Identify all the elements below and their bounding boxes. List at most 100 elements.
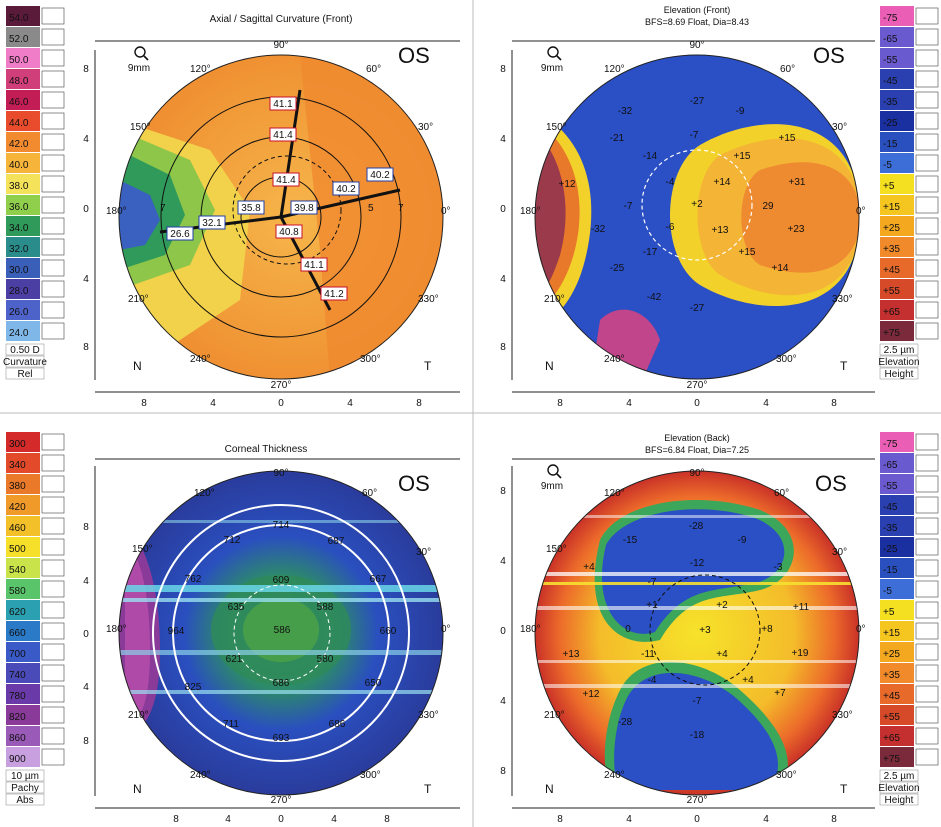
scale-label: -65 <box>883 460 898 471</box>
map-value: +11 <box>793 602 810 613</box>
angle-label: 270° <box>271 380 292 391</box>
scale-swatch <box>880 6 914 26</box>
map-value: +8 <box>761 624 773 635</box>
x-tick: 4 <box>763 814 769 825</box>
map-value: 693 <box>273 733 290 744</box>
value-label: 41.4 <box>273 130 293 141</box>
angle-label: 240° <box>604 770 625 781</box>
map-value: +23 <box>788 224 805 235</box>
scale-swatch <box>6 216 40 236</box>
map-value: -7 <box>690 130 699 141</box>
angle-labels: 90° 60° 30° 0° 330° 300° 270° 240° 210° … <box>520 468 866 806</box>
nasal-label: N <box>133 782 142 796</box>
x-tick: 4 <box>626 398 632 409</box>
thickness-values: 714 712 687 609 762 635 588 667 964 586 660 621 580 8… <box>168 520 397 744</box>
angle-label: 90° <box>689 40 704 51</box>
scale-swatch <box>880 111 914 131</box>
map-value: -9 <box>736 106 745 117</box>
scale-swatch <box>880 195 914 215</box>
scale-label: 46.0 <box>9 97 29 108</box>
angle-label: 240° <box>190 354 211 365</box>
scale-swatch <box>880 579 914 599</box>
magnifier-icon[interactable] <box>547 464 559 476</box>
map-value: +13 <box>712 225 729 236</box>
angle-label: 120° <box>194 488 215 499</box>
scale-swatch <box>880 747 914 767</box>
angle-label: 60° <box>362 488 377 499</box>
elevation-back-map <box>535 471 859 795</box>
y-tick: 0 <box>500 626 506 637</box>
x-tick: 4 <box>225 814 231 825</box>
y-tick: 8 <box>500 766 506 777</box>
x-tick: 4 <box>331 814 337 825</box>
scale-label: -15 <box>883 139 898 150</box>
scale-swatch <box>880 558 914 578</box>
angle-labels: 90° 60° 30° 0° 330° 300° 270° 240° 210° … <box>106 40 451 391</box>
temporal-label: T <box>424 359 432 373</box>
map-value: -3 <box>774 562 783 573</box>
map-value: +15 <box>739 247 756 258</box>
angle-label: 180° <box>520 206 541 217</box>
angle-label: 270° <box>687 380 708 391</box>
map-value: +2 <box>716 600 728 611</box>
scale-swatch <box>6 90 40 110</box>
angle-label: 210° <box>544 294 565 305</box>
y-tick: 8 <box>83 64 89 75</box>
value-label: 40.8 <box>279 227 299 238</box>
angle-label: 120° <box>604 488 625 499</box>
scale-label: 300 <box>9 439 26 450</box>
scale-label: 780 <box>9 691 26 702</box>
scale-label: 36.0 <box>9 202 29 213</box>
elevation-front-color-scale: -75 -65 -55 -45 -35 -25 -15 -5 +5 +15 +25 +35 +45 +55… <box>878 6 939 380</box>
map-value: 609 <box>273 575 290 586</box>
angle-label: 210° <box>128 294 149 305</box>
y-tick: 8 <box>500 486 506 497</box>
scale-label: -55 <box>883 55 898 66</box>
scale-label: 34.0 <box>9 223 29 234</box>
scale-label: +15 <box>883 202 900 213</box>
eye-label: OS <box>398 43 430 68</box>
map-value: -4 <box>648 675 657 686</box>
angle-label: 180° <box>106 624 127 635</box>
scale-label: 340 <box>9 460 26 471</box>
scale-label: 44.0 <box>9 118 29 129</box>
scale-swatch <box>880 600 914 620</box>
magnifier-icon[interactable] <box>547 46 559 58</box>
angle-label: 150° <box>546 122 567 133</box>
scale-label: 54.0 <box>9 13 29 24</box>
scale-swatch <box>880 132 914 152</box>
x-tick: 8 <box>141 398 147 409</box>
map-value: 762 <box>185 574 202 585</box>
magnifier-icon[interactable] <box>134 46 146 58</box>
angle-label: 150° <box>130 122 151 133</box>
scale-label: +5 <box>883 181 895 192</box>
nasal-label: N <box>545 782 554 796</box>
zoom-label: 9mm <box>541 63 563 74</box>
value-label: 32.1 <box>202 218 222 229</box>
map-value: +3 <box>699 625 711 636</box>
scale-swatch <box>6 453 40 473</box>
scale-swatch <box>880 216 914 236</box>
scale-label: 620 <box>9 607 26 618</box>
scale-swatch <box>880 258 914 278</box>
angle-label: 0° <box>441 624 451 635</box>
scale-label: 48.0 <box>9 76 29 87</box>
x-axis: 8 4 0 4 8 <box>173 814 390 825</box>
angle-label: 300° <box>776 354 797 365</box>
map-value: -6 <box>666 222 675 233</box>
x-tick: 4 <box>210 398 216 409</box>
x-tick: 8 <box>557 814 563 825</box>
temporal-label: T <box>840 782 848 796</box>
corneal-thickness-panel: Corneal Thickness 714 712 687 609 762 635 588 6… <box>83 444 460 825</box>
y-tick: 8 <box>83 342 89 353</box>
value-label: 41.1 <box>273 99 293 110</box>
scale-swatch <box>880 69 914 89</box>
angle-labels: 90° 60° 30° 0° 330° 300° 270° 240° 210° … <box>106 468 451 806</box>
angle-label: 60° <box>774 488 789 499</box>
x-tick: 8 <box>173 814 179 825</box>
scale-swatch <box>880 300 914 320</box>
scale-swatch <box>880 663 914 683</box>
scale-label: -15 <box>883 565 898 576</box>
scale-label: 500 <box>9 544 26 555</box>
map-value: +7 <box>774 688 786 699</box>
